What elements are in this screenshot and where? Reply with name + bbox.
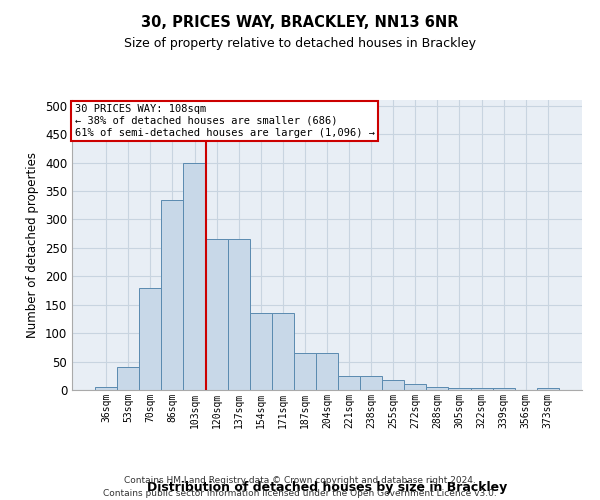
Bar [382, 380, 404, 390]
Bar [338, 376, 360, 390]
Bar [470, 388, 493, 390]
Bar [493, 388, 515, 390]
Y-axis label: Number of detached properties: Number of detached properties [26, 152, 40, 338]
Bar [227, 240, 250, 390]
Bar [206, 240, 227, 390]
Bar [448, 388, 470, 390]
Bar [360, 376, 382, 390]
Text: Size of property relative to detached houses in Brackley: Size of property relative to detached ho… [124, 38, 476, 51]
Bar [316, 353, 338, 390]
Bar [272, 313, 294, 390]
Text: Contains public sector information licensed under the Open Government Licence v3: Contains public sector information licen… [103, 488, 497, 498]
Bar [427, 387, 448, 390]
Bar [404, 384, 427, 390]
Bar [139, 288, 161, 390]
Bar [184, 162, 206, 390]
X-axis label: Distribution of detached houses by size in Brackley: Distribution of detached houses by size … [147, 481, 507, 494]
Text: 30 PRICES WAY: 108sqm
← 38% of detached houses are smaller (686)
61% of semi-det: 30 PRICES WAY: 108sqm ← 38% of detached … [74, 104, 374, 138]
Bar [95, 387, 117, 390]
Bar [161, 200, 184, 390]
Text: Contains HM Land Registry data © Crown copyright and database right 2024.: Contains HM Land Registry data © Crown c… [124, 476, 476, 485]
Bar [537, 388, 559, 390]
Bar [250, 313, 272, 390]
Bar [294, 353, 316, 390]
Bar [117, 368, 139, 390]
Text: 30, PRICES WAY, BRACKLEY, NN13 6NR: 30, PRICES WAY, BRACKLEY, NN13 6NR [141, 15, 459, 30]
